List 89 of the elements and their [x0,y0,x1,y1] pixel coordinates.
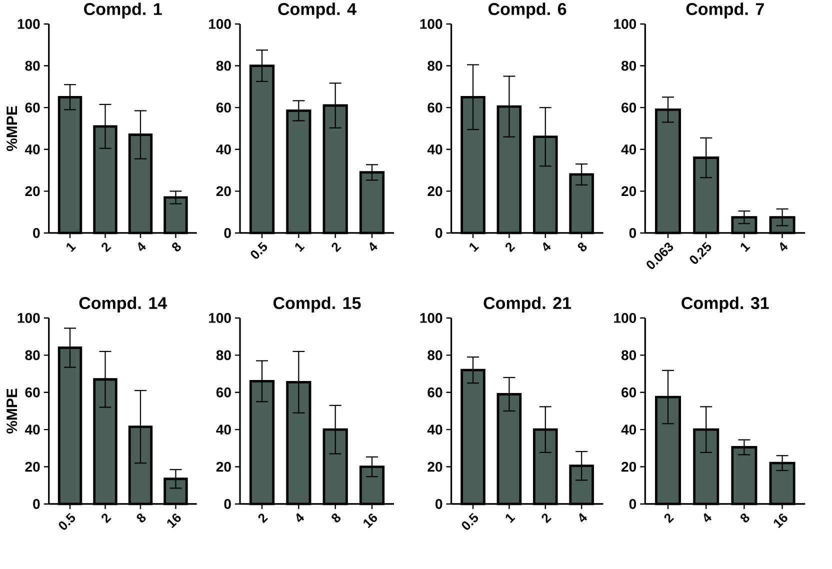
y-tick-label: 100 [208,313,231,323]
chart-title: Compd. 7 [686,2,764,18]
chart-title: Compd. 4 [278,2,356,18]
x-tick-label: 1 [295,242,305,252]
y-tick-label: 100 [614,19,636,29]
chart-title: Compd. 15 [273,296,361,312]
y-axis-title: %MPE [6,106,18,152]
x-tick-label: 16 [167,514,181,528]
x-tick-label: 8 [136,514,146,522]
y-tick-label: 100 [18,313,40,323]
y-tick-label: 80 [621,350,636,360]
x-tick-label: 16 [774,514,788,528]
y-tick-label: 20 [428,462,442,472]
x-tick-label: 4 [780,242,788,252]
y-tick-label: 40 [24,424,40,435]
chart-title: Compd. 31 [682,296,769,312]
x-tick-label: 1 [740,242,750,252]
y-tick-label: 40 [621,144,636,154]
y-tick-label: 80 [216,350,231,360]
x-tick-label: 2 [102,514,112,524]
x-tick-label: 8 [332,514,340,522]
x-tick-label: 4 [704,512,712,522]
x-tick-label: 2 [258,514,268,524]
y-axis-title: %MPE [6,388,18,434]
y-tick-label: 60 [216,102,231,113]
y-tick-label: 100 [614,313,636,323]
x-tick-label: 1 [506,514,516,523]
y-tick-label: 80 [428,60,442,71]
y-tick-label: 20 [25,186,40,196]
y-tick-label: 80 [428,350,442,360]
y-tick-label: 40 [621,424,636,435]
chart-title: Compd. 6 [488,2,566,18]
x-tick-label: 0.5 [462,512,478,530]
x-tick-label: 0.5 [250,242,268,259]
x-tick-label: 1 [470,242,480,252]
chart-title: Compd. 21 [484,296,572,312]
y-tick-label: 60 [622,387,636,398]
y-tick-label: 60 [25,387,40,398]
x-tick-label: 4 [370,242,378,252]
y-tick-label: 60 [622,102,636,113]
y-tick-label: 0 [436,499,442,509]
x-tick-label: 0.5 [58,512,76,530]
y-tick-label: 80 [25,350,40,360]
y-tick-label: 60 [428,102,442,113]
y-tick-label: 100 [420,313,442,323]
x-tick-label: 2 [506,242,516,252]
chart-title: Compd. 1 [84,2,162,18]
x-tick-label: 1 [66,242,76,252]
y-tick-label: 40 [24,144,40,154]
y-tick-label: 60 [25,102,40,113]
y-tick-label: 0 [629,499,636,509]
y-tick-label: 40 [427,424,442,435]
y-tick-label: 40 [216,424,231,435]
y-tick-label: 0 [224,499,231,509]
x-tick-label: 4 [543,242,551,252]
y-tick-label: 80 [216,60,231,71]
x-tick-label: 8 [578,242,587,252]
y-tick-label: 40 [216,144,231,154]
x-tick-label: 2 [664,514,674,524]
y-tick-label: 0 [224,228,231,238]
x-tick-label: 8 [740,514,750,522]
y-tick-label: 20 [622,462,636,472]
x-tick-label: 2 [332,242,342,252]
x-tick-label: 4 [579,512,588,522]
y-tick-label: 20 [216,186,231,196]
y-tick-label: 20 [25,462,40,472]
y-tick-label: 100 [420,19,442,29]
y-tick-label: 80 [25,60,40,71]
chart-title: Compd. 14 [79,296,168,312]
y-tick-label: 20 [428,186,442,196]
y-tick-label: 60 [216,387,231,398]
y-tick-label: 100 [208,19,231,29]
x-tick-label: 8 [172,242,181,252]
x-tick-label: 0.25 [690,242,712,264]
y-tick-label: 60 [428,387,442,398]
y-tick-label: 20 [622,186,636,196]
x-tick-label: 4 [138,242,146,252]
y-tick-label: 0 [436,228,442,238]
y-tick-label: 100 [18,19,40,29]
x-tick-label: 16 [364,514,378,528]
y-tick-label: 80 [621,60,636,71]
x-tick-label: 4 [296,512,304,522]
y-tick-label: 0 [629,228,636,238]
y-tick-label: 0 [33,499,40,509]
y-tick-label: 0 [33,228,40,238]
x-tick-label: 2 [102,242,112,252]
y-tick-label: 40 [427,144,442,154]
y-tick-label: 20 [216,462,231,472]
x-tick-label: 2 [542,514,552,524]
